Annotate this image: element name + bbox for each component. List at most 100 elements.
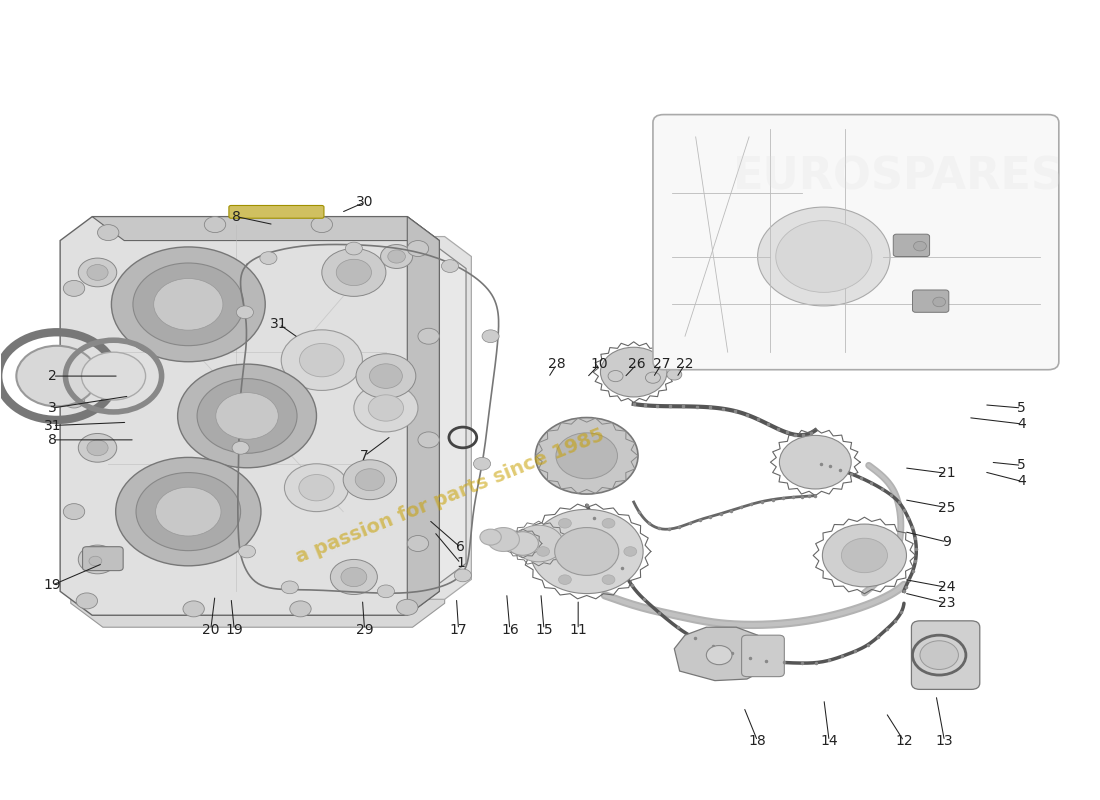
Circle shape: [299, 343, 344, 377]
Circle shape: [418, 432, 439, 448]
Circle shape: [232, 442, 250, 454]
Circle shape: [177, 364, 317, 468]
Circle shape: [341, 567, 366, 586]
Circle shape: [98, 225, 119, 241]
Circle shape: [356, 354, 416, 398]
Circle shape: [133, 263, 244, 346]
Circle shape: [299, 474, 334, 501]
Circle shape: [87, 440, 108, 456]
Text: 7: 7: [360, 449, 368, 463]
Circle shape: [559, 518, 571, 528]
Polygon shape: [674, 627, 768, 681]
Text: 15: 15: [536, 622, 553, 637]
Circle shape: [116, 458, 261, 566]
Text: 17: 17: [450, 622, 468, 637]
Polygon shape: [92, 217, 439, 241]
Text: 13: 13: [936, 734, 954, 748]
Circle shape: [554, 527, 619, 575]
Circle shape: [87, 265, 108, 280]
Circle shape: [482, 330, 499, 342]
Circle shape: [76, 593, 98, 609]
Circle shape: [706, 646, 732, 665]
Circle shape: [602, 518, 615, 528]
Text: 8: 8: [232, 210, 241, 224]
Circle shape: [111, 247, 265, 362]
Text: 6: 6: [456, 541, 465, 554]
Text: 3: 3: [48, 401, 57, 415]
Circle shape: [823, 524, 906, 587]
Circle shape: [81, 352, 145, 400]
Text: 12: 12: [895, 734, 913, 748]
Text: 30: 30: [355, 195, 373, 210]
Text: 23: 23: [938, 596, 956, 610]
Text: 21: 21: [938, 466, 956, 480]
Circle shape: [667, 369, 682, 380]
FancyBboxPatch shape: [912, 621, 980, 690]
Circle shape: [454, 569, 472, 582]
Circle shape: [441, 260, 459, 273]
Circle shape: [377, 585, 395, 598]
Circle shape: [418, 328, 439, 344]
Text: 31: 31: [271, 318, 288, 331]
Text: 20: 20: [202, 622, 220, 637]
Circle shape: [914, 242, 926, 251]
Circle shape: [337, 259, 372, 286]
Circle shape: [343, 460, 397, 500]
Text: 5: 5: [1018, 401, 1026, 415]
Circle shape: [507, 532, 538, 555]
Circle shape: [354, 384, 418, 432]
Circle shape: [397, 599, 418, 615]
Circle shape: [780, 435, 851, 489]
Circle shape: [920, 641, 958, 670]
FancyBboxPatch shape: [82, 546, 123, 570]
Text: 16: 16: [500, 622, 519, 637]
Circle shape: [78, 434, 117, 462]
Text: 28: 28: [548, 357, 565, 371]
Text: 19: 19: [226, 622, 243, 637]
Circle shape: [282, 330, 362, 390]
Circle shape: [407, 241, 429, 257]
Text: 4: 4: [1018, 474, 1026, 488]
Text: 11: 11: [570, 622, 587, 637]
Circle shape: [530, 510, 643, 594]
Circle shape: [473, 458, 491, 470]
Circle shape: [933, 297, 946, 306]
FancyBboxPatch shape: [893, 234, 930, 257]
Circle shape: [556, 433, 617, 478]
Circle shape: [842, 538, 888, 573]
Text: EUROSPARES: EUROSPARES: [733, 155, 1064, 198]
Text: 29: 29: [355, 622, 373, 637]
FancyBboxPatch shape: [741, 635, 784, 677]
Circle shape: [282, 581, 298, 594]
Text: 8: 8: [48, 433, 57, 447]
Text: 9: 9: [943, 535, 951, 549]
Circle shape: [216, 393, 278, 439]
Text: 24: 24: [938, 580, 956, 594]
Circle shape: [64, 504, 85, 519]
Circle shape: [64, 281, 85, 296]
Circle shape: [355, 469, 385, 490]
Circle shape: [646, 372, 660, 383]
Circle shape: [205, 217, 225, 233]
Text: 2: 2: [48, 369, 57, 383]
Text: 4: 4: [1018, 417, 1026, 431]
Circle shape: [155, 487, 221, 536]
Circle shape: [260, 252, 277, 265]
Circle shape: [136, 473, 241, 550]
Circle shape: [370, 364, 403, 388]
Circle shape: [368, 395, 404, 421]
Polygon shape: [70, 233, 444, 627]
Text: 1: 1: [456, 557, 465, 570]
Circle shape: [624, 546, 637, 556]
Circle shape: [183, 601, 205, 617]
FancyBboxPatch shape: [913, 290, 949, 312]
Circle shape: [289, 601, 311, 617]
Text: 14: 14: [821, 734, 838, 748]
Circle shape: [285, 464, 349, 512]
Circle shape: [776, 221, 872, 292]
Circle shape: [64, 392, 85, 408]
Circle shape: [608, 370, 623, 382]
Circle shape: [197, 378, 297, 454]
Polygon shape: [407, 217, 439, 615]
Circle shape: [602, 575, 615, 585]
